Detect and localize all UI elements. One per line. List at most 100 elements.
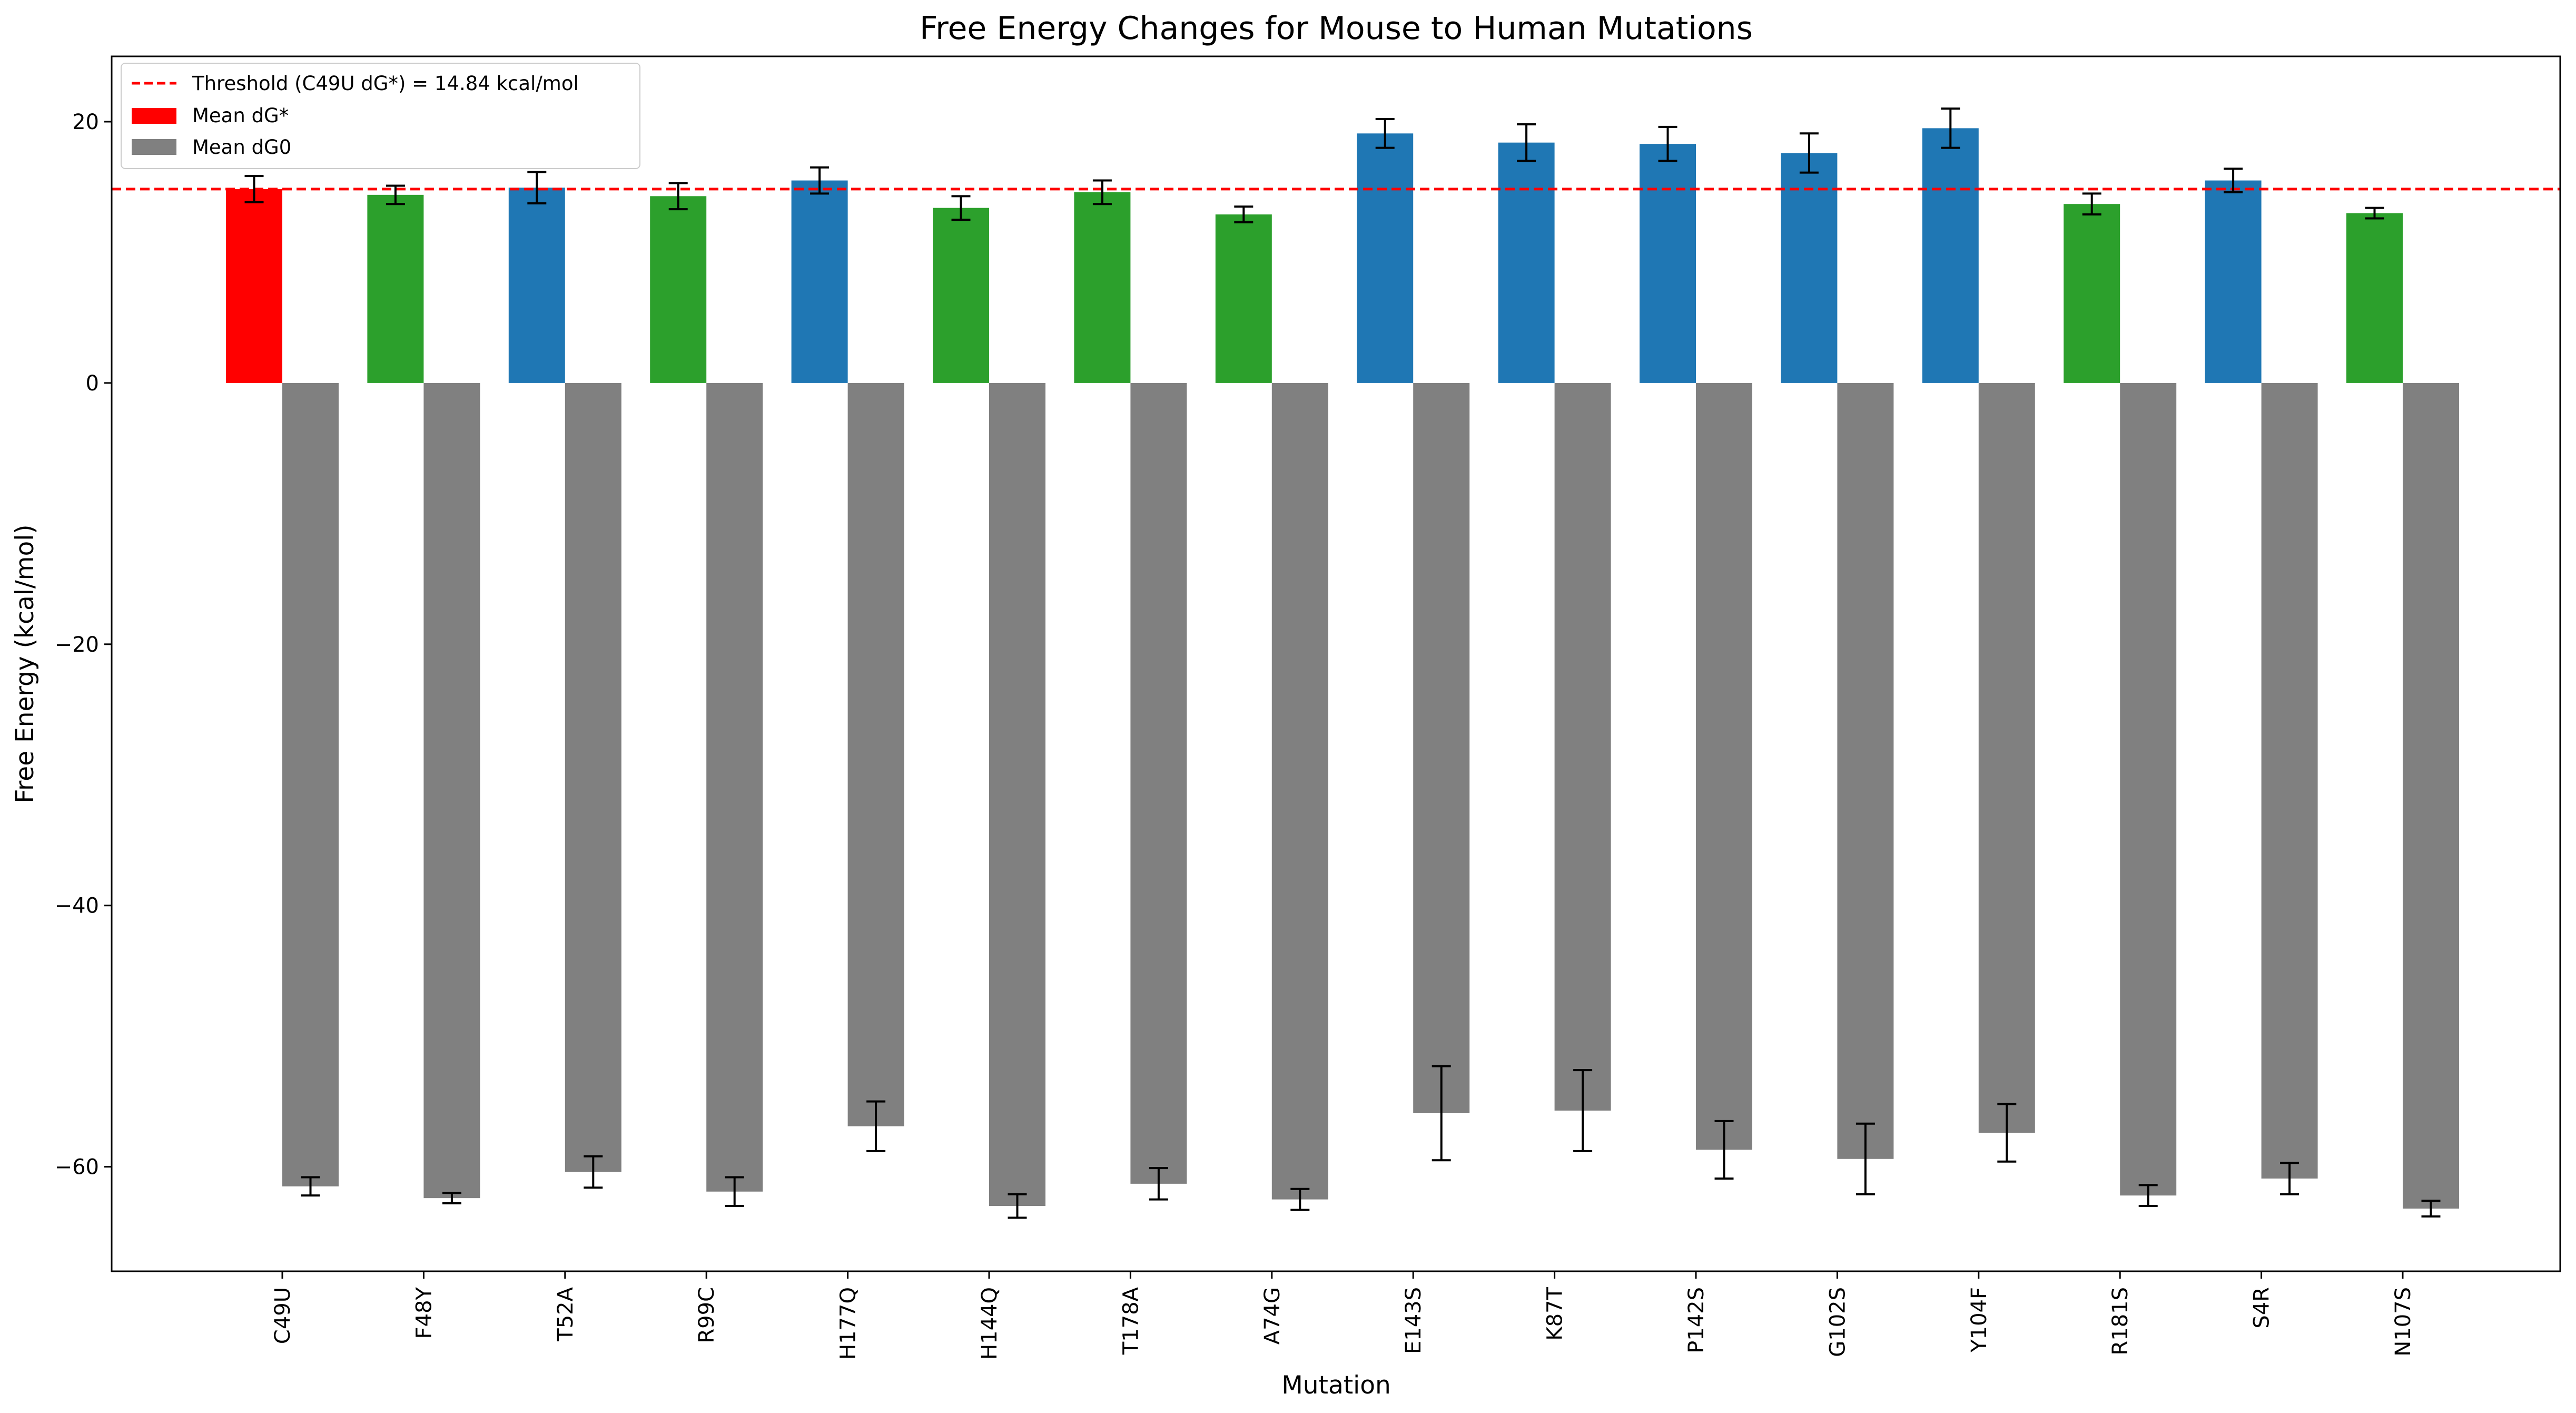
legend-dgstar-label: Mean dG*	[192, 104, 289, 127]
errorbar-dg0-G102S	[1855, 1122, 1875, 1195]
x-tick-label: R181S	[2108, 1287, 2133, 1356]
legend-dg0-swatch	[132, 139, 176, 155]
bar-dg0-T52A	[565, 382, 621, 1172]
bar-dgstar-R181S	[2064, 204, 2120, 383]
bar-dgstar-H177Q	[791, 180, 848, 383]
bar-dg0-R181S	[2120, 382, 2177, 1196]
bar-dgstar-R99C	[650, 196, 707, 383]
legend: Threshold (C49U dG*) = 14.84 kcal/mol Me…	[121, 63, 640, 169]
bar-dg0-H144Q	[989, 382, 1045, 1206]
x-tick-label: H177Q	[836, 1287, 861, 1360]
bar-dgstar-H144Q	[933, 208, 989, 383]
bar-dgstar-Y104F	[1922, 128, 1979, 383]
errorbar-dg0-P142S	[1714, 1120, 1734, 1180]
x-axis: C49U F48Y T52A R99C H177Q H144Q T178A A74G E143S…	[271, 1271, 2415, 1360]
x-axis-label: Mutation	[1281, 1371, 1391, 1400]
y-tick-label: 20	[72, 110, 99, 134]
x-tick-label: P142S	[1684, 1287, 1709, 1353]
bar-dg0-C49U	[282, 382, 339, 1186]
bar-dgstar-K87T	[1498, 142, 1555, 383]
bar-dg0-P142S	[1696, 382, 1752, 1150]
errorbar-dgstar-F48Y	[386, 184, 405, 205]
errorbar-dgstar-R99C	[668, 182, 688, 211]
legend-box	[121, 63, 640, 169]
x-tick-label: F48Y	[412, 1287, 436, 1339]
bar-dg0-R99C	[706, 382, 763, 1192]
errorbar-dgstar-Y104F	[1941, 107, 1960, 149]
x-tick-label: K87T	[1543, 1287, 1567, 1340]
errorbar-dgstar-R181S	[2082, 192, 2101, 216]
bar-dgstar-C49U	[226, 189, 282, 383]
x-tick-label: R99C	[695, 1287, 719, 1343]
legend-dg0-label: Mean dG0	[192, 136, 291, 159]
bar-dgstar-G102S	[1781, 153, 1838, 383]
errorbar-dgstar-N107S	[2365, 207, 2384, 220]
bar-dg0-F48Y	[423, 382, 480, 1199]
legend-threshold-label: Threshold (C49U dG*) = 14.84 kcal/mol	[192, 72, 579, 95]
errorbar-dgstar-A74G	[1234, 205, 1254, 223]
errorbar-dg0-S4R	[2280, 1162, 2299, 1195]
y-tick-label: 0	[86, 371, 99, 396]
bar-dg0-Y104F	[1978, 382, 2035, 1133]
errorbar-dg0-A74G	[1290, 1188, 1310, 1211]
errorbar-dg0-T52A	[584, 1155, 603, 1189]
errorbar-dg0-T178A	[1149, 1167, 1168, 1201]
x-tick-label: T52A	[554, 1287, 578, 1341]
errorbar-dgstar-K87T	[1517, 123, 1536, 162]
bar-dg0-K87T	[1554, 382, 1611, 1111]
x-tick-label: E143S	[1401, 1287, 1426, 1354]
bar-dgstar-F48Y	[367, 194, 424, 383]
x-tick-label: C49U	[271, 1287, 295, 1344]
errorbar-dg0-R181S	[2138, 1184, 2158, 1208]
x-tick-label: Y104F	[1967, 1287, 1991, 1353]
y-tick-label: −60	[55, 1155, 99, 1180]
errorbar-dgstar-G102S	[1799, 132, 1819, 174]
errorbar-dgstar-P142S	[1658, 125, 1677, 162]
errorbar-dgstar-C49U	[244, 175, 264, 203]
bar-dgstar-S4R	[2205, 180, 2262, 383]
bar-dgstar-P142S	[1640, 144, 1696, 383]
errorbar-dg0-E143S	[1432, 1065, 1451, 1162]
bar-dgstar-T178A	[1074, 192, 1131, 383]
errorbar-dg0-H177Q	[866, 1100, 886, 1152]
x-tick-label: A74G	[1260, 1287, 1285, 1345]
y-tick-label: −40	[55, 894, 99, 918]
errorbar-dg0-K87T	[1573, 1069, 1593, 1152]
errorbar-dg0-H144Q	[1008, 1193, 1027, 1219]
bar-dg0-S4R	[2261, 382, 2318, 1179]
x-tick-label: G102S	[1825, 1287, 1850, 1357]
errorbar-dg0-Y104F	[1997, 1103, 2017, 1163]
bar-dgstar-A74G	[1215, 214, 1272, 383]
x-tick-label: S4R	[2250, 1287, 2274, 1329]
errorbar-dgstar-E143S	[1375, 118, 1395, 149]
bar-dg0-A74G	[1271, 382, 1328, 1200]
errorbar-dg0-R99C	[725, 1176, 744, 1208]
chart-title: Free Energy Changes for Mouse to Human M…	[920, 10, 1753, 47]
bar-dgstar-E143S	[1357, 133, 1414, 383]
bar-dg0-E143S	[1413, 382, 1470, 1113]
legend-dgstar-swatch	[132, 108, 176, 124]
bar-dg0-H177Q	[847, 382, 904, 1126]
errorbar-dgstar-H144Q	[951, 195, 971, 221]
errorbar-dgstar-T52A	[527, 171, 547, 204]
bar-dg0-G102S	[1837, 382, 1894, 1159]
y-axis: 20 0 −20 −40 −60	[55, 110, 112, 1180]
errorbar-dgstar-H177Q	[810, 166, 830, 195]
errorbar-dgstar-S4R	[2224, 168, 2243, 193]
y-axis-label: Free Energy (kcal/mol)	[11, 524, 40, 803]
bar-dg0-T178A	[1130, 382, 1187, 1184]
x-tick-label: H144Q	[978, 1287, 1002, 1360]
bar-dgstar-N107S	[2346, 213, 2403, 383]
errorbar-dg0-N107S	[2421, 1200, 2441, 1218]
errorbar-dgstar-T178A	[1092, 179, 1112, 205]
x-tick-label: N107S	[2391, 1287, 2415, 1357]
plot-frame	[111, 55, 2561, 1272]
bar-dg0-N107S	[2403, 382, 2459, 1209]
bar-dgstar-T52A	[508, 188, 565, 383]
x-tick-label: T178A	[1119, 1287, 1143, 1355]
errorbar-dg0-F48Y	[442, 1192, 461, 1205]
y-tick-label: −20	[55, 633, 99, 657]
plot-area	[112, 107, 2560, 1219]
errorbar-dg0-C49U	[301, 1176, 320, 1197]
